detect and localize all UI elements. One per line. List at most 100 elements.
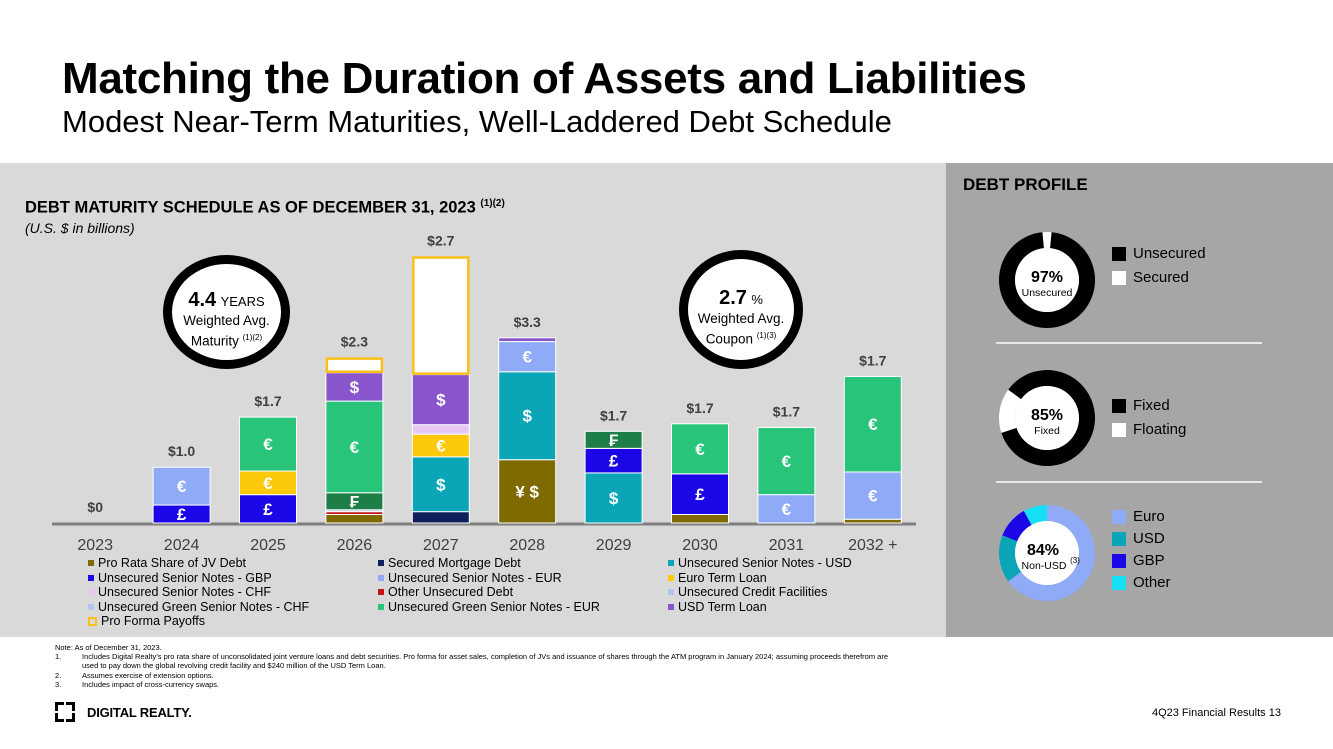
legend-label: Unsecured Senior Notes - EUR	[388, 570, 562, 585]
donut-center-label: Non-USD	[1022, 560, 1067, 572]
legend-item: Pro Rata Share of JV Debt	[88, 556, 246, 570]
x-tick-label: 2024	[164, 537, 200, 554]
note-3: Includes impact of cross-currency swaps.	[82, 679, 220, 689]
bar-segment	[498, 371, 557, 461]
coupon-line1: Weighted Avg.	[697, 311, 785, 326]
donut-legend-item: Other	[1112, 574, 1171, 591]
legend-swatch	[668, 560, 674, 566]
donut-legend-label: Euro	[1133, 508, 1165, 525]
bar-segment	[671, 473, 729, 515]
donut-center-sup: (3)	[1070, 556, 1080, 565]
donut-legend-swatch	[1112, 246, 1126, 261]
bar-segment	[584, 472, 643, 524]
legend-label: USD Term Loan	[678, 599, 767, 614]
legend-item: Euro Term Loan	[668, 571, 767, 585]
bar-pro-forma	[412, 256, 470, 375]
brand-name: DIGITAL REALTY.	[87, 704, 192, 720]
bar-segment	[843, 518, 902, 524]
note-1-a: Includes Digital Realty’s pro rata share…	[82, 652, 888, 662]
donut-legend-swatch	[1112, 509, 1126, 524]
legend-swatch	[378, 603, 384, 610]
note-1-b: used to pay down the global revolving cr…	[82, 661, 386, 671]
note-line: Note: As of December 31, 2023.	[55, 643, 162, 652]
legend-swatch	[88, 574, 94, 581]
donut-center-value: 85%	[1031, 407, 1063, 424]
chart-title-sup: (1)(2)	[480, 198, 505, 209]
donut-legend-swatch	[1112, 422, 1126, 437]
legend-swatch	[668, 589, 674, 595]
page-subtitle: Modest Near-Term Maturities, Well-Ladder…	[62, 104, 892, 139]
bar-total-label: $1.7	[859, 353, 886, 369]
legend-swatch	[378, 560, 384, 566]
legend-swatch	[88, 603, 94, 610]
debt-maturity-chart: $0 2023 £ € $1.0 2024 £ € € $1.7 2025 ₣ € $ $2.3 2026 $ €…	[52, 233, 916, 554]
x-tick-label: 2030	[682, 537, 718, 554]
bar-total-label: $2.3	[341, 334, 368, 350]
bar-segment-symbol: €	[782, 452, 792, 471]
bar-total-label: $1.7	[773, 404, 800, 420]
donut-center-value: 84%	[1027, 542, 1059, 559]
note-2: Assumes exercise of extension options.	[82, 670, 214, 680]
donut-legend-item: Euro	[1112, 508, 1165, 525]
bar-total-label: $2.7	[427, 233, 454, 249]
donut-slice	[999, 232, 1095, 328]
bar-segment	[152, 466, 211, 506]
bar-segment	[498, 459, 557, 524]
bar-segment-symbol: €	[436, 437, 446, 456]
coupon-value: 2.7	[719, 287, 747, 309]
page-footer: 4Q23 Financial Results 13	[1152, 707, 1281, 719]
coupon-callout: 2.7 % Weighted Avg. Coupon (1)(3)	[679, 250, 803, 369]
bar-total-label: $0	[87, 499, 103, 515]
bar-segment-symbol: £	[177, 505, 187, 524]
bar-segment-symbol: $	[436, 475, 446, 494]
bar-segment-symbol: €	[868, 415, 878, 434]
legend-item: Unsecured Senior Notes - EUR	[378, 571, 562, 585]
bar-segment	[411, 456, 470, 513]
donut-legend-label: USD	[1133, 530, 1165, 547]
legend-label: Pro Rata Share of JV Debt	[98, 556, 246, 570]
donut-legend-item: Unsecured	[1112, 245, 1206, 262]
bar-total-label: $3.3	[514, 314, 541, 330]
donut-legend-swatch	[1112, 270, 1126, 285]
donut-slice	[1001, 369, 1095, 466]
bar-segment-symbol: €	[263, 435, 273, 454]
bar-segment	[671, 513, 729, 524]
legend-swatch	[668, 603, 674, 610]
bar-total-label: $1.7	[600, 407, 627, 423]
legend-label: Unsecured Green Senior Notes - CHF	[98, 599, 310, 614]
note-3-number: 3.	[55, 679, 62, 689]
bar-segment-symbol: ¥ $	[515, 482, 539, 501]
legend-item: Unsecured Senior Notes - GBP	[88, 571, 272, 585]
legend-swatch	[88, 589, 94, 595]
bar-total-label: $1.7	[686, 400, 713, 416]
legend-swatch	[88, 560, 94, 566]
bar-segment-symbol: €	[263, 474, 273, 493]
donut-legend-swatch	[1112, 531, 1126, 546]
donut-legend-swatch	[1112, 553, 1126, 568]
donut-slice	[1002, 510, 1032, 542]
bar-segment	[757, 494, 816, 524]
page-number: 13	[1268, 707, 1281, 719]
coupon-sup: (1)(3)	[756, 331, 777, 340]
donut-slice	[1042, 232, 1052, 249]
legend-label: Unsecured Senior Notes - GBP	[98, 570, 272, 585]
legend-item: Unsecured Green Senior Notes - EUR	[378, 600, 600, 614]
legend-label: Unsecured Green Senior Notes - EUR	[388, 599, 600, 614]
legend-item: Pro Forma Payoffs	[88, 614, 205, 628]
note-1-number: 1.	[55, 652, 62, 662]
bar-segment-symbol: $	[350, 378, 360, 397]
bar-segment-symbol: $	[436, 391, 446, 410]
legend-swatch	[88, 616, 97, 626]
legend-label: Secured Mortgage Debt	[388, 556, 521, 570]
bar-segment	[325, 372, 384, 402]
bar-segment	[498, 337, 557, 343]
donut-legend-item: Secured	[1112, 269, 1189, 286]
legend-swatch	[378, 574, 384, 581]
maturity-value: 4.4	[188, 289, 217, 311]
bar-segment	[411, 374, 470, 426]
x-tick-label: 2031	[769, 537, 805, 554]
bar-segment-symbol: ₣	[609, 431, 619, 450]
bar-segment	[757, 427, 816, 496]
legend-item: Unsecured Senior Notes - USD	[668, 556, 852, 570]
